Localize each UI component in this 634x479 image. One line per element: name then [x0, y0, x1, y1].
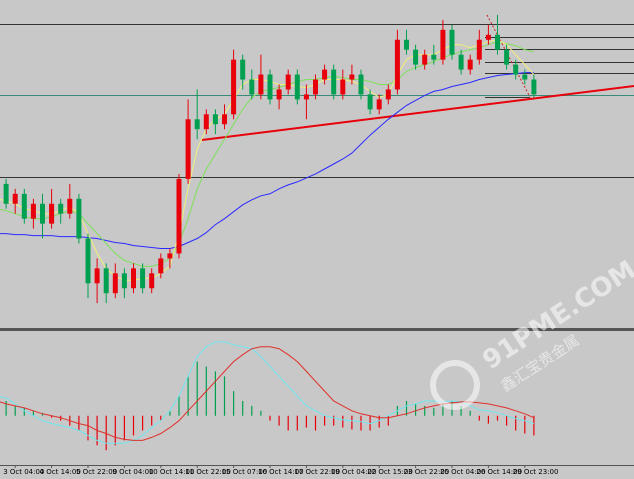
- candle-body: [413, 49, 419, 65]
- candle-body: [222, 114, 227, 125]
- candle-body: [67, 198, 73, 214]
- x-tick-label: 23 Oct 22:00: [404, 468, 450, 476]
- candle-body: [49, 203, 55, 224]
- candle-body: [194, 119, 200, 130]
- candle-body: [76, 198, 82, 239]
- candle-body: [240, 59, 246, 80]
- candle-body: [522, 74, 528, 80]
- candle-body: [349, 74, 355, 80]
- moving-average: [0, 72, 534, 249]
- candle-body: [285, 74, 291, 90]
- candle-body: [385, 89, 391, 100]
- candle-body: [376, 99, 382, 110]
- candle-body: [276, 89, 282, 100]
- watermark-logo: [430, 360, 480, 410]
- level-lines: [0, 24, 634, 178]
- x-tick-label: 29 Oct 23:00: [513, 468, 559, 476]
- x-tick-label: 3 Oct 04:00: [3, 468, 44, 476]
- candle-body: [267, 74, 273, 100]
- candle-body: [158, 258, 164, 274]
- candle-body: [367, 94, 373, 110]
- candle-body: [485, 34, 491, 40]
- candle-body: [94, 268, 100, 284]
- candle-body: [331, 69, 337, 95]
- x-tick-label: 16 Oct 14:00: [258, 468, 304, 476]
- candle-body: [513, 64, 519, 75]
- trend-line: [201, 85, 634, 141]
- candle-body: [85, 238, 91, 284]
- candle-body: [58, 203, 64, 214]
- candle-body: [30, 203, 36, 219]
- plot: 3 Oct 04:004 Oct 14:005 Oct 22:009 Oct 0…: [0, 14, 559, 476]
- candle-body: [212, 114, 218, 125]
- candle-body: [103, 268, 109, 294]
- candle-body: [531, 79, 537, 95]
- candle-body: [504, 49, 510, 65]
- candle-body: [12, 193, 18, 204]
- fib-line: [486, 14, 531, 98]
- candle-body: [303, 94, 309, 100]
- candle-body: [112, 273, 118, 294]
- x-tick-label: 11 Oct 22:00: [185, 468, 231, 476]
- candle-body: [185, 119, 191, 179]
- candle-body: [231, 59, 237, 115]
- candle-body: [258, 74, 264, 95]
- candle-body: [249, 79, 255, 95]
- pane-separator: [0, 328, 634, 331]
- candle-body: [313, 79, 318, 95]
- candle-body: [340, 79, 346, 95]
- candle-body: [440, 29, 446, 60]
- candle-body: [394, 39, 400, 90]
- candle-body: [131, 268, 136, 289]
- candle-body: [458, 54, 464, 70]
- candle-body: [176, 178, 182, 254]
- candle-body: [422, 54, 428, 65]
- x-tick-label: 19 Oct 04:00: [331, 468, 377, 476]
- candle-body: [449, 29, 455, 55]
- candle-body: [467, 59, 473, 70]
- candle-body: [21, 193, 27, 219]
- candle-body: [358, 74, 364, 95]
- x-tick-label: 9 Oct 04:00: [112, 468, 153, 476]
- candle-body: [404, 39, 409, 50]
- x-tick-label: 22 Oct 15:00: [367, 468, 413, 476]
- x-tick-label: 10 Oct 14:00: [149, 468, 195, 476]
- candle-body: [476, 39, 482, 60]
- x-tick-label: 5 Oct 22:00: [76, 468, 117, 476]
- x-tick-label: 4 Oct 14:00: [40, 468, 81, 476]
- x-tick-label: 26 Oct 14:00: [476, 468, 522, 476]
- candle-body: [3, 183, 9, 204]
- candle-body: [431, 54, 437, 60]
- x-tick-label: 25 Oct 04:00: [440, 468, 486, 476]
- x-tick-label: 15 Oct 07:00: [222, 468, 268, 476]
- x-tick-label: 17 Oct 22:00: [294, 468, 340, 476]
- candle-body: [40, 203, 45, 224]
- candle-body: [121, 273, 127, 289]
- candle-body: [149, 273, 155, 289]
- candle-body: [140, 268, 146, 289]
- candle-body: [167, 253, 173, 259]
- candle-body: [294, 74, 300, 100]
- candle-body: [322, 69, 328, 80]
- candle-body: [203, 114, 209, 130]
- candle-body: [495, 34, 500, 50]
